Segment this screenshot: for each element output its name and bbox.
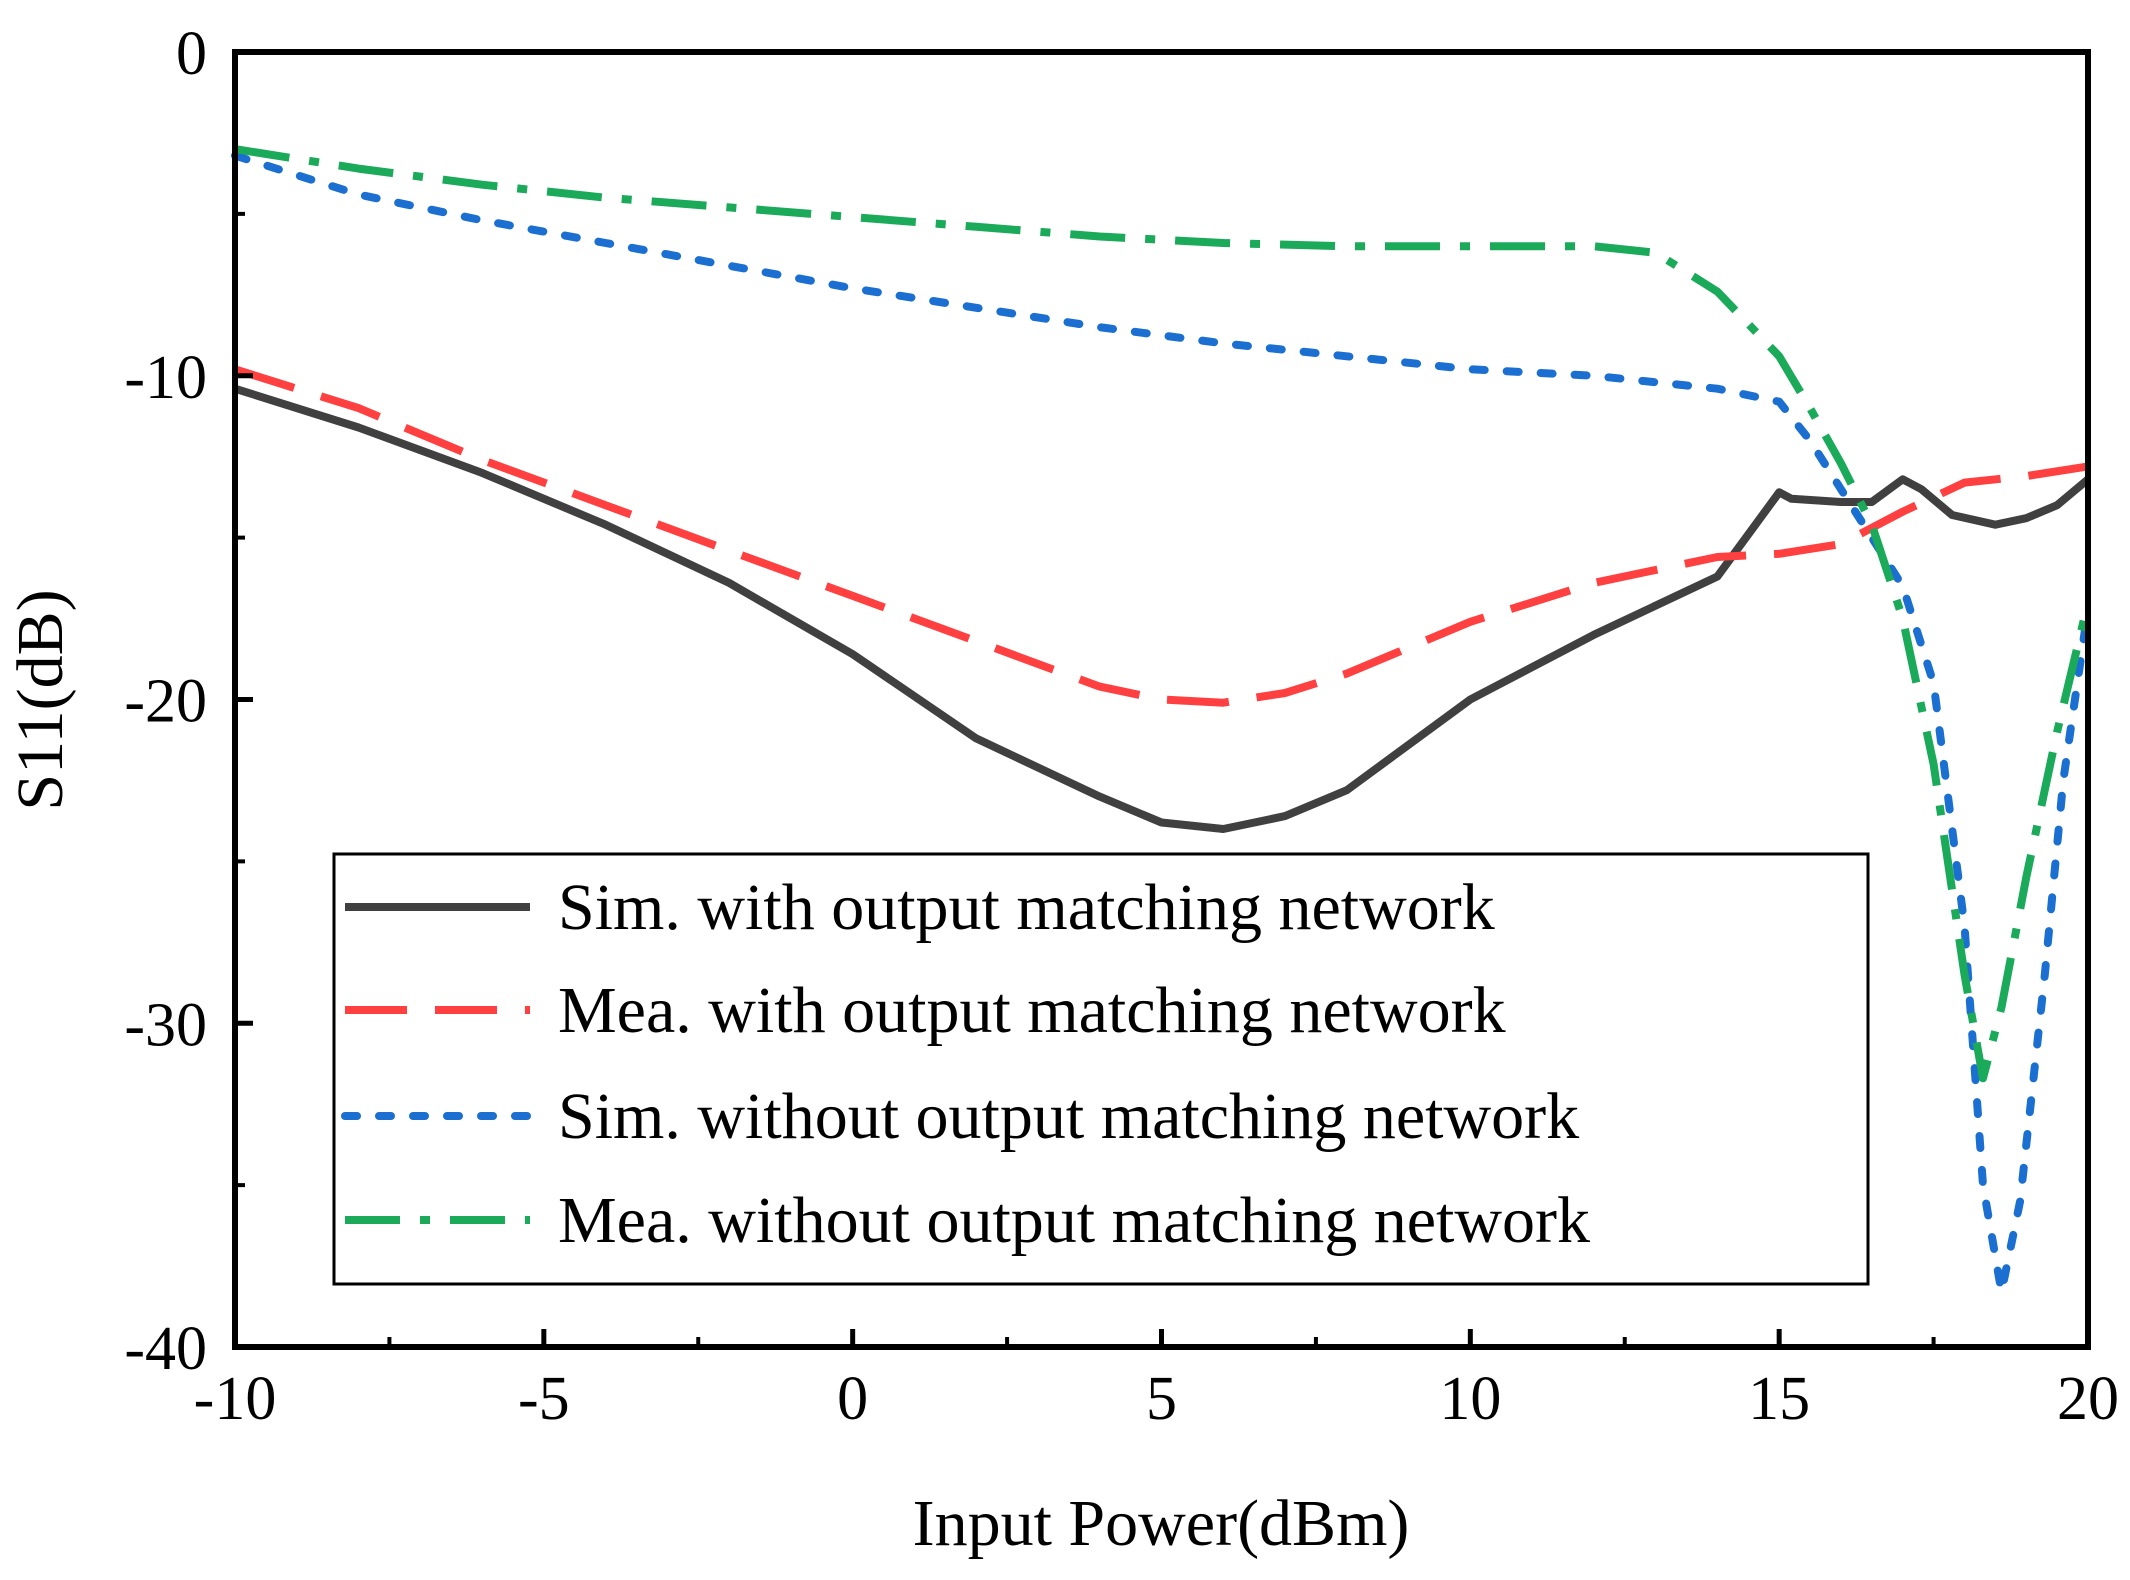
y-tick-label: -40 (124, 1315, 207, 1383)
legend-label-1: Sim. with output matching network (558, 871, 1495, 944)
y-tick-label: 0 (176, 20, 207, 88)
x-tick-label: 5 (1146, 1365, 1177, 1433)
y-tick-label: -20 (124, 668, 207, 736)
legend-items: Sim. with output matching network Mea. wi… (341, 871, 1590, 1257)
x-tick-label: -5 (518, 1365, 570, 1433)
series-line-4 (234, 145, 2092, 1083)
x-tick-label: 0 (837, 1365, 868, 1433)
tick-labels-layer: -10 -5 0 5 10 15 20 0 -10 -20 -30 -40 (124, 20, 2119, 1433)
y-tick-label: -10 (124, 344, 207, 412)
series-line-3 (231, 151, 2092, 1296)
x-tick-label: -10 (194, 1365, 277, 1433)
x-tick-label: 15 (1748, 1365, 1810, 1433)
legend-label-2: Mea. with output matching network (558, 974, 1506, 1047)
series-line-1 (233, 384, 2091, 833)
legend: Sim. with output matching network Mea. wi… (332, 852, 1870, 1286)
legend-label-4: Mea. without output matching network (558, 1184, 1590, 1257)
x-tick-label: 10 (1439, 1365, 1501, 1433)
legend-box (332, 852, 1870, 1286)
series-line-2 (233, 365, 2089, 707)
ticks-layer (232, 49, 2091, 1350)
y-axis-label: S11(dB) (4, 589, 77, 810)
x-tick-label: 20 (2057, 1365, 2119, 1433)
x-axis-label: Input Power(dBm) (913, 1487, 1410, 1560)
y-tick-label: -30 (124, 991, 207, 1059)
series-layer (231, 145, 2092, 1296)
legend-label-3: Sim. without output matching network (558, 1080, 1579, 1153)
